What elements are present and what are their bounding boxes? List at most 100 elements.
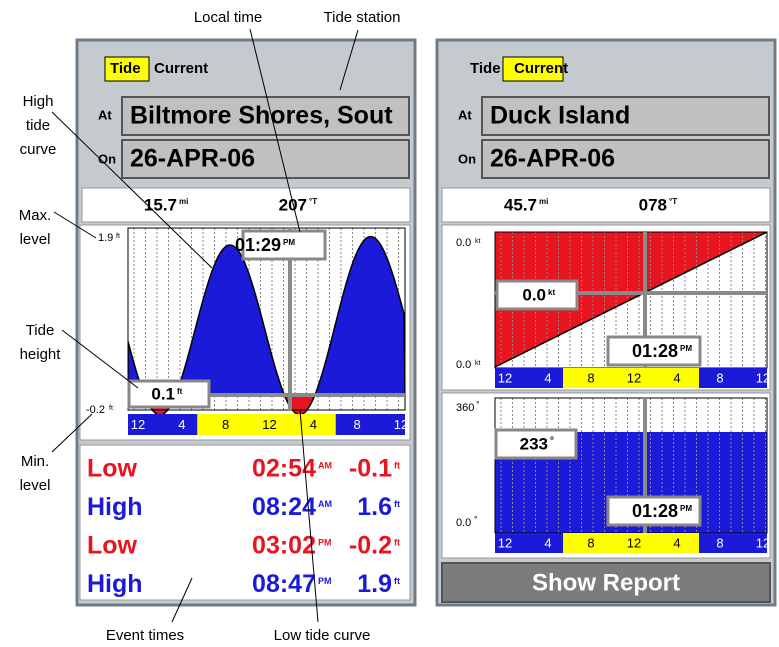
event-type: High xyxy=(87,570,143,598)
tab[interactable]: Tide xyxy=(110,60,141,77)
cursor-time: 01:29 xyxy=(235,235,281,255)
unit: AM xyxy=(318,499,332,509)
unit: ft xyxy=(116,233,120,240)
info-strip xyxy=(82,188,410,222)
event-height: -0.2 xyxy=(349,532,392,560)
unit: ° xyxy=(474,514,478,524)
field-label: On xyxy=(458,151,476,166)
distance: 45.7 xyxy=(504,195,537,214)
hour-label: 4 xyxy=(178,417,185,432)
info-strip xyxy=(442,188,770,222)
unit: PM xyxy=(283,238,295,247)
annotation: level xyxy=(20,477,51,494)
event-height: 1.6 xyxy=(357,493,392,521)
hour-label: 12 xyxy=(131,417,145,432)
hour-label: 8 xyxy=(587,370,594,385)
bearing: 207 xyxy=(279,195,307,214)
cursor-height: 0.1 xyxy=(151,384,175,403)
event-time: 02:54 xyxy=(252,455,316,483)
unit: PM xyxy=(680,344,692,353)
date: 26-APR-06 xyxy=(490,145,615,173)
field-label: At xyxy=(458,107,472,122)
max-level: 360 xyxy=(456,402,474,414)
hour-label: 8 xyxy=(587,535,594,550)
hour-label: 4 xyxy=(544,535,551,550)
unit: kt xyxy=(475,238,481,245)
bearing: 078 xyxy=(639,195,667,214)
hour-label: 4 xyxy=(673,370,680,385)
annotation: High xyxy=(23,93,54,110)
cursor-time: 01:28 xyxy=(632,341,678,361)
button-label: Show Report xyxy=(532,569,680,596)
tab[interactable]: Current xyxy=(514,60,568,77)
unit: ° xyxy=(550,436,554,447)
min-level: -0.2 xyxy=(86,404,105,416)
unit: PM xyxy=(318,537,332,547)
hour-label: 8 xyxy=(222,417,229,432)
unit: mi xyxy=(539,197,548,206)
unit: ft xyxy=(177,387,183,396)
min-level: 0.0 xyxy=(456,359,471,371)
unit: mi xyxy=(179,197,188,206)
hour-label: 12 xyxy=(627,535,641,550)
annotation: Event times xyxy=(106,627,184,644)
unit: ft xyxy=(394,576,400,586)
cursor-time: 01:28 xyxy=(632,501,678,521)
unit: PM xyxy=(318,576,332,586)
hour-label: 12 xyxy=(498,370,512,385)
hour-label: 4 xyxy=(673,535,680,550)
annotation: Tide xyxy=(26,322,55,339)
screenshot: Tide Current At Biltmore Shores, Sout On 26-A… xyxy=(0,0,779,647)
annotation: curve xyxy=(20,141,57,158)
unit: °T xyxy=(309,197,317,206)
hour-label: 4 xyxy=(310,417,317,432)
hour-label: 12 xyxy=(394,417,408,432)
unit: ft xyxy=(394,499,400,509)
max-level: 0.0 xyxy=(456,237,471,249)
hour-label: 12 xyxy=(756,535,770,550)
station-name: Biltmore Shores, Sout xyxy=(130,102,393,130)
annotation: Min. xyxy=(21,453,49,470)
hour-label: 12 xyxy=(627,370,641,385)
hour-label: 12 xyxy=(262,417,276,432)
event-height: -0.1 xyxy=(349,455,392,483)
annotation: Max. xyxy=(19,207,52,224)
station-name: Duck Island xyxy=(490,102,630,130)
date: 26-APR-06 xyxy=(130,145,255,173)
annotation: Local time xyxy=(194,9,262,26)
event-type: High xyxy=(87,493,143,521)
field-label: At xyxy=(98,107,112,122)
hour-label: 8 xyxy=(354,417,361,432)
tab[interactable]: Tide xyxy=(470,60,501,77)
event-type: Low xyxy=(87,532,138,560)
unit: ft xyxy=(394,460,400,470)
hour-label: 8 xyxy=(716,535,723,550)
hour-label: 4 xyxy=(544,370,551,385)
unit: PM xyxy=(680,504,692,513)
event-type: Low xyxy=(87,455,138,483)
unit: kt xyxy=(548,288,555,297)
annotation: tide xyxy=(26,117,50,134)
hour-label: 8 xyxy=(716,370,723,385)
unit: kt xyxy=(475,360,481,367)
tab[interactable]: Current xyxy=(154,60,208,77)
unit: AM xyxy=(318,460,332,470)
unit: °T xyxy=(669,197,677,206)
annotation: height xyxy=(20,346,62,363)
cursor-speed: 0.0 xyxy=(522,285,546,304)
event-time: 03:02 xyxy=(252,532,316,560)
distance: 15.7 xyxy=(144,195,177,214)
unit: ° xyxy=(476,399,480,409)
unit: ft xyxy=(109,405,113,412)
annotation: Tide station xyxy=(324,9,401,26)
min-level: 0.0 xyxy=(456,517,471,529)
cursor-direction: 233 xyxy=(520,434,548,453)
event-height: 1.9 xyxy=(357,570,392,598)
event-time: 08:24 xyxy=(252,493,316,521)
hour-label: 12 xyxy=(498,535,512,550)
unit: ft xyxy=(394,537,400,547)
max-level: 1.9 xyxy=(98,232,113,244)
annotation: level xyxy=(20,231,51,248)
hour-label: 12 xyxy=(756,370,770,385)
event-time: 08:47 xyxy=(252,570,316,598)
